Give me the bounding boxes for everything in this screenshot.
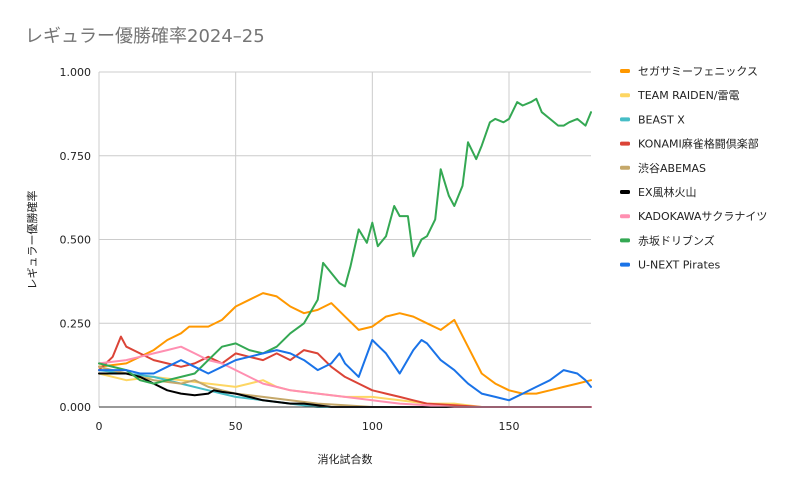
y-axis-label: レギュラー優勝確率 — [25, 191, 39, 290]
x-tick-label: 100 — [362, 420, 383, 433]
series-line-7 — [98, 97, 592, 385]
legend-label: 渋谷ABEMAS — [638, 162, 706, 175]
legend-swatch — [620, 238, 630, 243]
series-line-3 — [98, 335, 592, 408]
axes: 0.000 0.250 0.500 0.750 1.000 0 50 100 150 — [60, 66, 591, 433]
x-tick-label: 0 — [96, 420, 103, 433]
legend-label: TEAM RAIDEN/雷電 — [637, 89, 740, 102]
y-tick-label: 0.000 — [60, 401, 92, 414]
legend-label: 赤坂ドリブンズ — [638, 233, 715, 247]
series-line-8 — [98, 339, 592, 402]
x-tick-label: 50 — [229, 420, 243, 433]
legend-swatch — [620, 190, 630, 194]
legend-label: EX風林火山 — [638, 185, 697, 199]
x-axis-label: 消化試合数 — [318, 452, 373, 466]
legend-item[interactable]: 赤坂ドリブンズ — [620, 233, 715, 247]
y-tick-label: 0.750 — [60, 150, 92, 163]
legend-item[interactable]: TEAM RAIDEN/雷電 — [620, 89, 740, 102]
legend-swatch — [620, 93, 630, 98]
legend-label: U-NEXT Pirates — [638, 259, 721, 272]
legend-swatch — [620, 69, 630, 73]
legend-item[interactable]: KONAMI麻雀格闘倶楽部 — [620, 137, 759, 151]
legend-label: KADOKAWAサクラナイツ — [638, 210, 767, 223]
legend-swatch — [620, 262, 630, 267]
legend-label: BEAST X — [638, 113, 685, 126]
series-line-6 — [98, 345, 592, 408]
legend-label: KONAMI麻雀格闘倶楽部 — [638, 137, 759, 151]
legend-label: セガサミーフェニックス — [638, 65, 758, 78]
legend-swatch — [620, 214, 630, 219]
x-tick-label: 150 — [499, 420, 520, 433]
legend-item[interactable]: セガサミーフェニックス — [620, 65, 758, 78]
legend-swatch — [620, 141, 630, 146]
series-line-0 — [98, 292, 592, 395]
legend-swatch — [620, 117, 630, 122]
legend-item[interactable]: KADOKAWAサクラナイツ — [620, 210, 767, 223]
y-tick-label: 0.500 — [60, 234, 92, 247]
legend-item[interactable]: EX風林火山 — [620, 185, 697, 199]
legend-item[interactable]: BEAST X — [620, 113, 685, 126]
chart-title: レギュラー優勝確率2024–25 — [25, 26, 265, 47]
legend-item[interactable]: U-NEXT Pirates — [620, 259, 721, 272]
y-tick-label: 0.250 — [60, 317, 92, 330]
y-tick-label: 1.000 — [60, 66, 92, 79]
legend-item[interactable]: 渋谷ABEMAS — [620, 162, 706, 175]
legend[interactable]: セガサミーフェニックス TEAM RAIDEN/雷電 BEAST X KONAMI麻雀… — [620, 65, 767, 272]
legend-swatch — [620, 165, 630, 170]
